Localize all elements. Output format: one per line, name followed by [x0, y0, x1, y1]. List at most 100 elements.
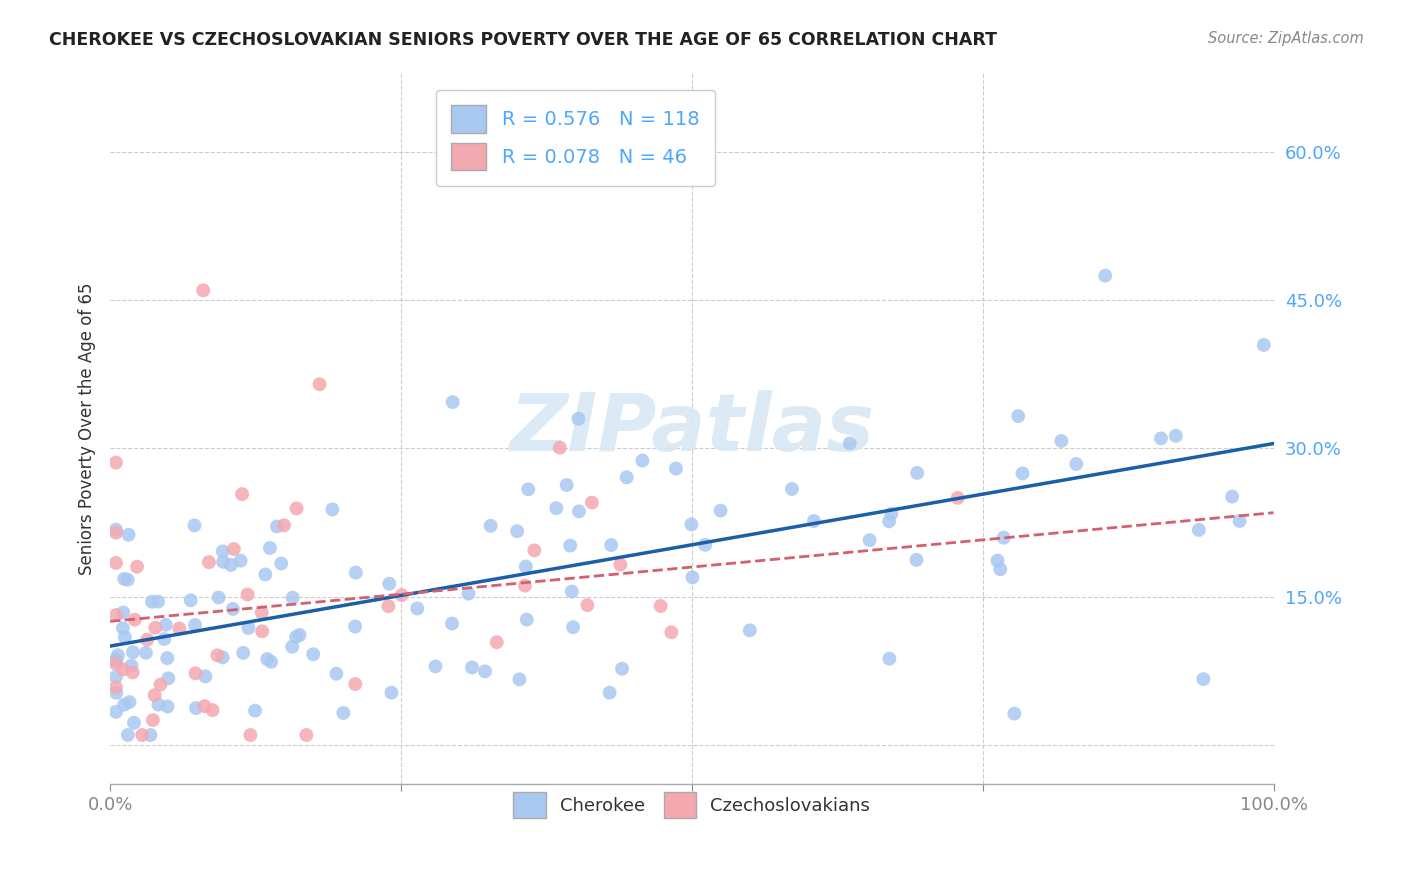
Point: [1007, 409, 1029, 423]
Point: [1150, 431, 1173, 445]
Point: [780, 482, 803, 496]
Point: [380, 685, 402, 699]
Point: [120, 658, 142, 673]
Point: [155, 617, 177, 632]
Point: [1164, 429, 1187, 443]
Point: [111, 662, 134, 676]
Point: [118, 695, 141, 709]
Point: [104, 680, 127, 694]
Point: [599, 686, 621, 700]
Point: [344, 677, 367, 691]
Point: [281, 591, 304, 605]
Point: [425, 659, 447, 673]
Point: [111, 621, 134, 635]
Point: [609, 558, 631, 572]
Point: [104, 652, 127, 666]
Point: [406, 601, 429, 615]
Point: [184, 618, 207, 632]
Point: [441, 395, 464, 409]
Point: [988, 562, 1011, 576]
Point: [986, 554, 1008, 568]
Point: [993, 531, 1015, 545]
Point: [1188, 523, 1211, 537]
Point: [1253, 338, 1275, 352]
Point: [567, 411, 589, 425]
Text: CHEROKEE VS CZECHOSLOVAKIAN SENIORS POVERTY OVER THE AGE OF 65 CORRELATION CHART: CHEROKEE VS CZECHOSLOVAKIAN SENIORS POVE…: [49, 31, 997, 49]
Point: [661, 625, 683, 640]
Point: [105, 686, 128, 700]
Point: [285, 501, 308, 516]
Point: [1064, 457, 1087, 471]
Point: [254, 567, 277, 582]
Point: [738, 624, 761, 638]
Point: [474, 665, 496, 679]
Point: [485, 635, 508, 649]
Text: ZIPatlas: ZIPatlas: [509, 390, 875, 467]
Point: [259, 541, 281, 555]
Point: [440, 616, 463, 631]
Point: [194, 699, 217, 714]
Point: [180, 593, 202, 607]
Point: [104, 607, 127, 622]
Point: [681, 570, 703, 584]
Point: [148, 698, 170, 712]
Point: [201, 703, 224, 717]
Point: [184, 701, 207, 715]
Point: [858, 533, 880, 548]
Text: Source: ZipAtlas.com: Source: ZipAtlas.com: [1208, 31, 1364, 46]
Point: [506, 524, 529, 539]
Point: [378, 576, 401, 591]
Point: [576, 598, 599, 612]
Point: [515, 559, 537, 574]
Point: [302, 647, 325, 661]
Point: [321, 502, 343, 516]
Point: [143, 621, 166, 635]
Point: [555, 478, 578, 492]
Point: [665, 461, 688, 475]
Point: [243, 704, 266, 718]
Point: [231, 487, 253, 501]
Point: [104, 556, 127, 570]
Point: [508, 673, 530, 687]
Point: [141, 595, 163, 609]
Y-axis label: Seniors Poverty Over the Age of 65: Seniors Poverty Over the Age of 65: [79, 283, 96, 575]
Point: [156, 651, 179, 665]
Point: [288, 628, 311, 642]
Point: [581, 495, 603, 509]
Point: [344, 566, 367, 580]
Point: [562, 620, 585, 634]
Point: [105, 654, 128, 668]
Point: [169, 622, 191, 636]
Point: [546, 501, 568, 516]
Point: [273, 518, 295, 533]
Point: [561, 584, 583, 599]
Point: [104, 523, 127, 537]
Point: [600, 538, 623, 552]
Point: [880, 507, 903, 521]
Point: [117, 528, 139, 542]
Point: [153, 632, 176, 646]
Point: [121, 665, 143, 680]
Point: [104, 657, 127, 671]
Point: [183, 518, 205, 533]
Point: [457, 587, 479, 601]
Point: [270, 557, 292, 571]
Point: [142, 713, 165, 727]
Point: [122, 645, 145, 659]
Point: [112, 606, 135, 620]
Point: [122, 715, 145, 730]
Point: [239, 728, 262, 742]
Point: [229, 554, 252, 568]
Point: [568, 504, 591, 518]
Point: [238, 621, 260, 635]
Point: [104, 670, 127, 684]
Point: [281, 640, 304, 654]
Point: [232, 646, 254, 660]
Point: [308, 377, 330, 392]
Point: [260, 655, 283, 669]
Point: [117, 573, 139, 587]
Point: [681, 517, 703, 532]
Point: [1094, 268, 1116, 283]
Point: [112, 698, 135, 712]
Point: [709, 503, 731, 517]
